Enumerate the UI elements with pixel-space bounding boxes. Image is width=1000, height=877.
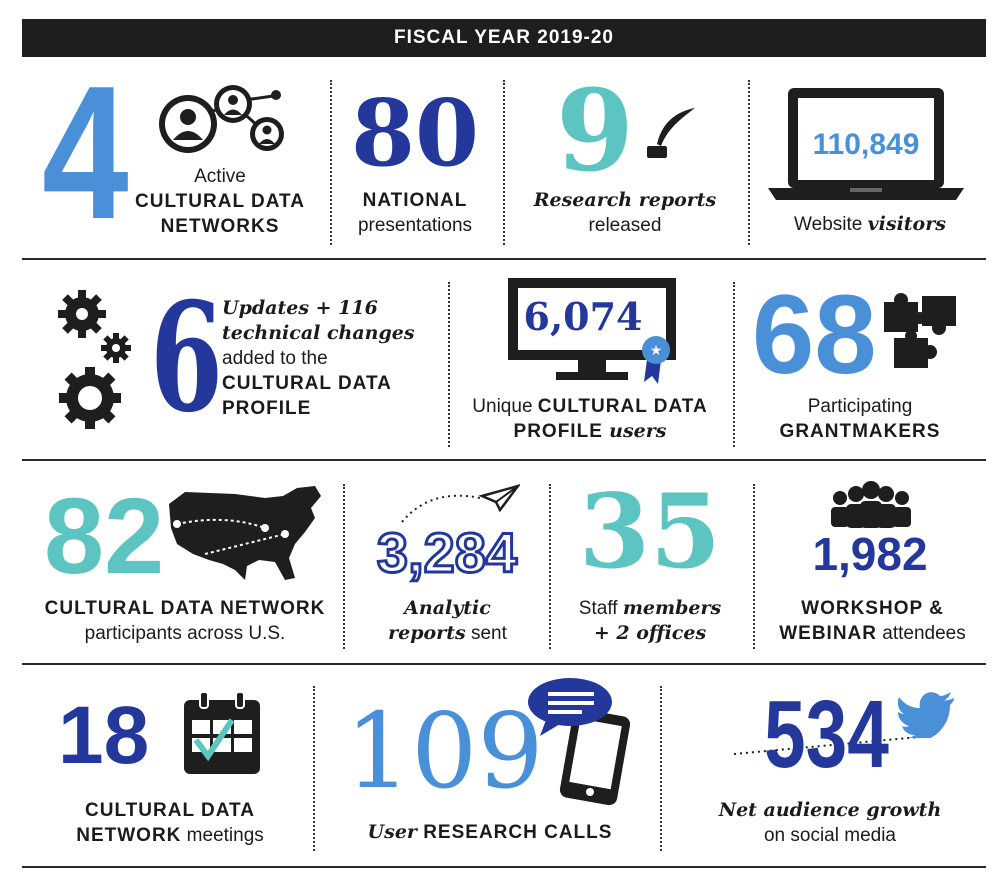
networks-caption: Active CULTURAL DATA NETWORKS [135, 166, 305, 237]
social-caption: Net audience growth on social media [718, 799, 942, 846]
meetings-caption: CULTURAL DATA NETWORK meetings [76, 800, 264, 846]
laptop-icon [768, 88, 964, 200]
header-title: FISCAL YEAR 2019-20 [394, 27, 614, 48]
users-number: 6,074 [523, 294, 643, 339]
paper-plane-icon [401, 484, 520, 523]
group-people-icon [831, 481, 911, 528]
divider [748, 80, 750, 245]
divider [448, 282, 450, 447]
puzzle-icon [884, 293, 956, 368]
updates-number: 6 [150, 270, 224, 446]
participants-number: 82 [44, 475, 165, 596]
divider [343, 484, 345, 649]
reports-caption: Research reports released [533, 189, 717, 236]
analytic-caption: Analytic reports sent [388, 597, 507, 644]
grantmakers-caption: Participating GRANTMAKERS [779, 396, 941, 442]
row-divider-4 [22, 866, 986, 868]
monitor-ribbon-icon: ★ [508, 278, 676, 384]
divider [503, 80, 505, 245]
fiscal-year-header: FISCAL YEAR 2019-20 [22, 19, 986, 57]
staff-caption: Staff members + 2 offices [578, 597, 722, 644]
people-network-icon [159, 85, 284, 153]
gears-icon [58, 290, 131, 429]
divider [660, 686, 662, 851]
updates-caption: Updates + 116 technical changes added to… [222, 297, 415, 419]
svg-text:★: ★ [650, 342, 663, 358]
calendar-check-icon [184, 691, 260, 774]
divider [330, 80, 332, 245]
presentations-number: 80 [350, 79, 480, 187]
us-map-icon [169, 486, 321, 580]
visitors-caption: Website visitors [794, 213, 946, 235]
row-divider-2 [22, 459, 986, 461]
staff-number: 35 [579, 472, 721, 592]
workshop-number: 1,982 [812, 528, 928, 580]
presentations-caption: NATIONAL presentations [357, 190, 473, 236]
phone-chat-icon [528, 678, 630, 806]
users-caption: Unique CULTURAL DATA PROFILE users [472, 396, 708, 442]
social-number: 534 [764, 681, 889, 788]
divider [733, 282, 735, 447]
quill-pen-icon [647, 108, 695, 158]
divider [753, 484, 755, 649]
workshop-caption: WORKSHOP & WEBINAR attendees [779, 598, 966, 644]
reports-number: 9 [556, 66, 634, 197]
calls-caption: User RESEARCH CALLS [367, 821, 613, 843]
analytic-number: 3,284 [375, 520, 518, 586]
divider [549, 484, 551, 649]
row-divider-1 [22, 258, 986, 260]
grantmakers-number: 68 [752, 272, 877, 397]
visitors-number: 110,849 [812, 128, 920, 161]
calls-number: 109 [345, 690, 544, 812]
meetings-number: 18 [58, 690, 150, 781]
networks-number: 4 [42, 47, 129, 259]
divider [313, 686, 315, 851]
twitter-bird-icon [898, 692, 954, 738]
row-divider-3 [22, 663, 986, 665]
participants-caption: CULTURAL DATA NETWORK participants acros… [44, 598, 326, 644]
